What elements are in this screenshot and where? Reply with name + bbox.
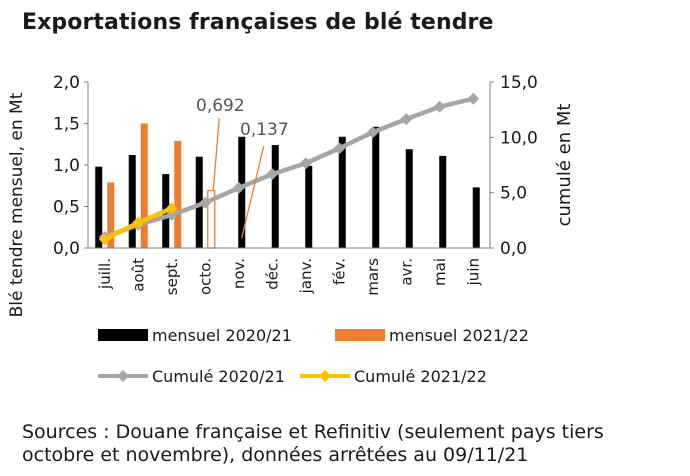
y-right-tick-3: 15,0: [500, 73, 538, 93]
y-left-tick-2: 1,0: [53, 156, 80, 176]
x-tick-9: avr.: [397, 258, 415, 286]
y-axis-label-right: cumulé en Mt: [554, 104, 575, 227]
point-cumul-2020-7: [333, 142, 346, 155]
x-tick-6: janv.: [297, 258, 315, 294]
x-tick-2: sept.: [163, 258, 181, 295]
point-cumul-2020-5: [266, 168, 279, 181]
bar-mensuel-2020-6: [305, 165, 313, 248]
bar-mensuel-2020-1: [128, 155, 136, 248]
x-tick-3: octo.: [196, 258, 214, 295]
annotation-label-0: 0,692: [196, 96, 245, 116]
bar-mensuel-2020-0: [95, 166, 103, 248]
legend-marker-cumul-2021: [319, 370, 331, 382]
bars-layer: [95, 123, 480, 249]
bar-mensuel-2020-10: [439, 155, 447, 248]
x-tick-0: juill.: [96, 258, 114, 290]
bar-mensuel-2021-2: [174, 140, 182, 248]
x-tick-8: mars: [364, 258, 382, 296]
bar-mensuel-2021-0: [107, 182, 115, 248]
legend-label-mensuel-2021: mensuel 2021/22: [389, 326, 529, 345]
point-cumul-2020-3: [199, 196, 212, 209]
bar-mensuel-2020-8: [372, 126, 380, 248]
chart-title: Exportations françaises de blé tendre: [22, 10, 494, 35]
axes-layer: 0,0 0,5 1,0 1,5 2,0 0,0 5,0 10,0 15,0 juill. août s…: [7, 73, 575, 317]
bar-mensuel-2020-4: [238, 136, 246, 248]
point-cumul-2020-10: [433, 100, 446, 113]
x-tick-11: juin: [464, 258, 482, 286]
line-cumul-2020: [102, 96, 476, 240]
point-cumul-2020-4: [232, 181, 245, 194]
point-cumul-2021-2: [165, 202, 178, 215]
y-axis-label-left: Blé tendre mensuel, en Mt: [7, 92, 27, 317]
point-cumul-2021-1: [132, 216, 145, 229]
point-cumul-2020-9: [400, 113, 413, 126]
x-tick-1: août: [129, 258, 147, 292]
lines-layer: [98, 92, 480, 246]
y-right-tick-0: 0,0: [500, 239, 527, 259]
bar-mensuel-2020-7: [338, 136, 346, 248]
y-left-tick-4: 2,0: [53, 73, 80, 93]
annotation-leader-0: [212, 117, 220, 191]
y-left-tick-0: 0,0: [53, 239, 80, 259]
bar-mensuel-2020-5: [271, 145, 279, 248]
legend-marker-cumul-2020: [117, 370, 129, 382]
legend-label-cumul-2020: Cumulé 2020/21: [152, 367, 285, 386]
annotation-leader-1: [241, 145, 265, 239]
annotations-layer: 0,692 0,137: [196, 96, 289, 239]
chart: 0,0 0,5 1,0 1,5 2,0 0,0 5,0 10,0 15,0 juill. août s…: [7, 73, 575, 386]
bar-mensuel-2020-9: [405, 149, 413, 248]
y-right-tick-1: 5,0: [500, 184, 527, 204]
point-cumul-2020-8: [366, 126, 379, 139]
y-left-tick-3: 1,5: [53, 115, 80, 135]
x-tick-10: mai: [431, 258, 449, 286]
point-cumul-2021-0: [98, 233, 111, 246]
point-cumul-2020-6: [299, 157, 312, 170]
source-note: Sources : Douane française et Refinitiv …: [22, 421, 604, 466]
x-tick-4: nov.: [230, 258, 248, 289]
y-left-tick-1: 0,5: [53, 198, 80, 218]
legend-label-mensuel-2020: mensuel 2020/21: [152, 326, 292, 345]
x-tick-7: fév.: [330, 258, 348, 285]
legend-swatch-mensuel-2020: [98, 329, 148, 341]
legend-swatch-mensuel-2021: [335, 329, 385, 341]
annotation-label-1: 0,137: [240, 120, 289, 140]
bar-mensuel-2020-3: [195, 156, 203, 248]
bar-mensuel-2021-1: [140, 123, 148, 248]
legend-label-cumul-2021: Cumulé 2021/22: [354, 367, 487, 386]
point-cumul-2020-11: [467, 92, 480, 105]
bar-mensuel-2020-11: [472, 187, 480, 248]
x-tick-5: déc.: [263, 258, 281, 290]
y-right-tick-2: 10,0: [500, 128, 538, 148]
legend: mensuel 2020/21 mensuel 2021/22 Cumulé 202…: [98, 326, 529, 386]
